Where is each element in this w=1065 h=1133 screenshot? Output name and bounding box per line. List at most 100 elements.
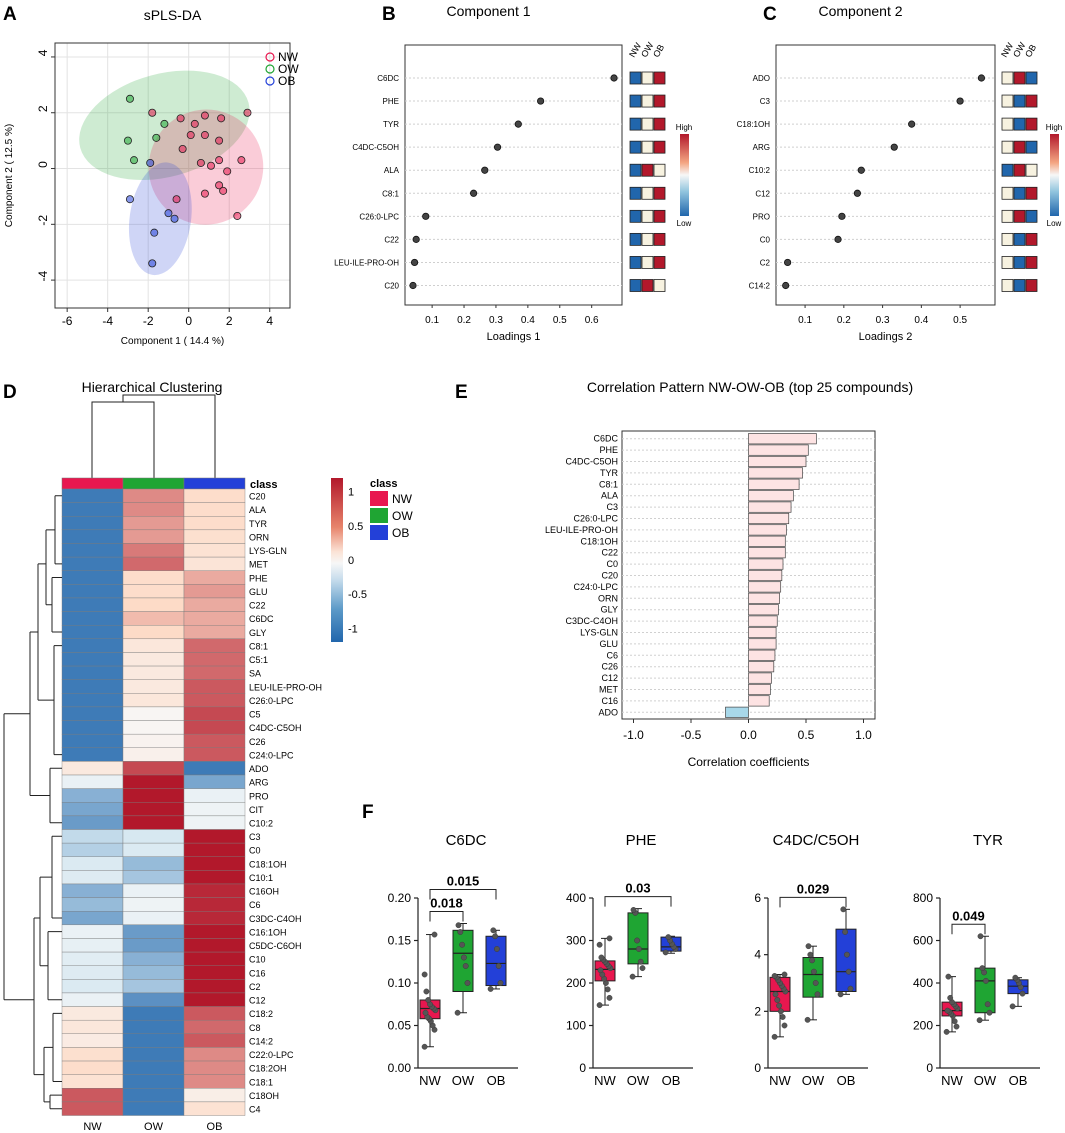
- loading-point: [481, 166, 489, 174]
- y-tick-label: 0.20: [388, 891, 412, 905]
- group-level-cell: [629, 117, 642, 131]
- data-point: [598, 954, 605, 961]
- point-ob: [125, 195, 134, 204]
- panel-e-correlation-bars: Correlation Pattern NW-OW-OB (top 25 com…: [545, 379, 913, 769]
- heatmap-color-scale: [331, 478, 343, 642]
- heatmap-cell: [122, 570, 185, 585]
- heatmap-cell: [122, 638, 185, 653]
- row-label: C18:1OH: [249, 859, 287, 869]
- legend-label-ow: OW: [392, 509, 413, 523]
- heatmap-cell: [122, 611, 185, 626]
- loading-point: [857, 166, 865, 174]
- row-label: C5:1: [249, 655, 268, 665]
- chart-title: Component 2: [818, 3, 902, 19]
- data-point: [454, 1009, 461, 1016]
- heatmap-cell: [61, 488, 124, 503]
- variable-label: LEU-ILE-PRO-OH: [334, 258, 399, 267]
- group-level-cell: [1025, 140, 1038, 154]
- row-label: SA: [249, 669, 261, 679]
- data-point: [431, 931, 438, 938]
- row-label: C20: [249, 492, 266, 502]
- heatmap-cell: [61, 720, 124, 735]
- data-point: [665, 934, 672, 940]
- heatmap-cell: [61, 665, 124, 680]
- correlation-bar: [748, 626, 777, 639]
- heatmap-cell: [183, 529, 246, 544]
- row-label: C16:1OH: [249, 927, 287, 937]
- y-tick-label: 100: [566, 1019, 586, 1033]
- heatmap-cell: [61, 679, 124, 694]
- heatmap-cell: [183, 924, 246, 939]
- group-level-cell: [1001, 117, 1014, 131]
- heatmap-cell: [122, 911, 185, 926]
- panel-letter-b: B: [382, 4, 396, 25]
- point-ob: [164, 209, 173, 218]
- heatmap-cell: [183, 938, 246, 953]
- heatmap-cell: [61, 706, 124, 721]
- correlation-bar: [748, 444, 809, 456]
- group-level-cell: [1001, 186, 1014, 200]
- data-point: [455, 922, 462, 929]
- heatmap-cell: [61, 856, 124, 871]
- heatmap-cell: [122, 720, 185, 735]
- confidence-ellipse-ob: [128, 162, 192, 276]
- data-point: [979, 965, 986, 972]
- group-level-cell: [1025, 94, 1038, 108]
- point-nw: [217, 114, 226, 123]
- loading-point: [409, 281, 417, 290]
- correlation-bar: [748, 604, 779, 616]
- scale-tick-label: 0: [348, 555, 354, 567]
- y-tick-label: 0.05: [388, 1019, 412, 1033]
- data-point: [460, 954, 467, 961]
- group-level-cell: [1001, 232, 1014, 246]
- x-tick-label: -2: [143, 314, 154, 328]
- row-label: TYR: [249, 519, 268, 529]
- heatmap-cell: [183, 502, 246, 517]
- group-level-cell: [629, 94, 642, 108]
- heatmap-cell: [183, 488, 246, 503]
- heatmap-cell: [61, 938, 124, 953]
- heatmap-cell: [122, 992, 185, 1007]
- group-level-cell: [641, 94, 654, 108]
- row-label: C8: [249, 1023, 261, 1033]
- heatmap-cell: [183, 979, 246, 994]
- data-point: [606, 935, 613, 942]
- data-point: [781, 971, 788, 978]
- correlation-bar: [748, 581, 782, 593]
- heatmap-cell: [183, 1101, 246, 1116]
- row-label: ARG: [249, 778, 269, 788]
- significance-bracket: [604, 896, 672, 907]
- heatmap-cell: [61, 693, 124, 708]
- legend-title: class: [370, 478, 398, 490]
- point-nw: [200, 131, 209, 140]
- row-label: C6DC: [249, 614, 274, 624]
- compound-label: C24:0-LPC: [573, 582, 618, 592]
- significance-bracket: [429, 889, 497, 900]
- correlation-bar: [748, 501, 792, 513]
- group-level-cell: [629, 279, 642, 292]
- group-level-cell: [1013, 117, 1026, 131]
- group-level-cell: [1013, 209, 1026, 223]
- heatmap-cell: [122, 597, 185, 612]
- y-tick-label: 200: [566, 976, 586, 990]
- row-label: C3: [249, 832, 261, 842]
- group-level-cell: [629, 209, 642, 223]
- point-nw: [237, 156, 246, 165]
- heatmap-cell: [122, 488, 185, 503]
- group-level-cell: [641, 256, 654, 269]
- heatmap-cell: [61, 516, 124, 531]
- row-label: C16: [249, 968, 266, 978]
- compound-label: C26:0-LPC: [573, 514, 618, 524]
- data-point: [844, 951, 850, 958]
- group-level-cell: [1025, 186, 1038, 200]
- class-bar-ob: [183, 477, 246, 490]
- group-level-cell: [641, 209, 654, 223]
- color-scale-bar: [1050, 134, 1059, 216]
- legend-label-nw: NW: [278, 50, 299, 64]
- compound-label: C6: [606, 650, 618, 660]
- correlation-bar: [748, 547, 786, 559]
- x-tick-label: 0.2: [837, 315, 851, 326]
- data-point: [487, 986, 494, 992]
- group-level-cell: [1025, 209, 1038, 223]
- loading-point: [956, 97, 964, 105]
